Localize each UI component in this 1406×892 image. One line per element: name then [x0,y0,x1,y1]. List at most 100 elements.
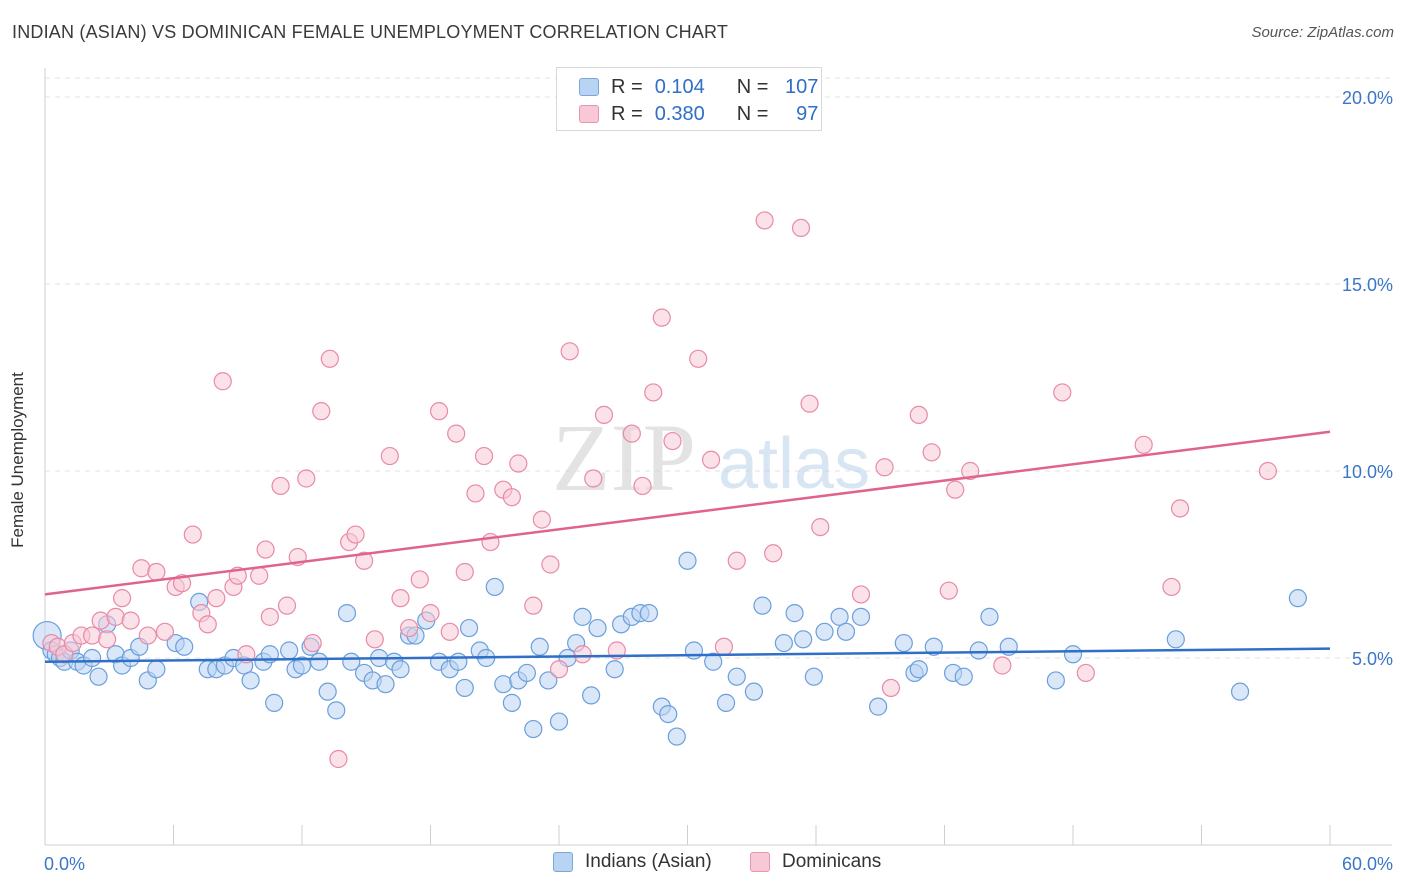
data-point-dominicans [440,622,459,641]
trend-lines [44,430,1331,663]
gridlines [45,77,1392,659]
data-point-dominicans [399,618,419,638]
legend-row-dominicans: R = 0.380 N = 97 [579,102,818,126]
data-point-dominicans [303,633,322,653]
data-point-dominicans [549,660,569,679]
data-point-dominicans [172,574,192,593]
data-point-indians [494,675,513,694]
data-point-indians [980,607,999,626]
data-point-dominicans [727,551,746,570]
data-point-indians [517,663,536,683]
data-point-dominicans [91,611,110,630]
series-dominicans-points [42,211,1277,769]
data-point-indians [89,667,108,686]
data-point-indians [716,693,736,712]
data-point-indians [639,604,659,623]
data-point-indians [744,682,763,701]
data-point-dominicans [213,372,232,391]
data-point-dominicans [714,637,734,656]
data-point-dominicans [260,607,279,626]
data-point-dominicans [132,559,151,578]
data-point-dominicans [993,656,1012,675]
data-point-dominicans [455,562,474,582]
data-point-indians [804,667,823,686]
data-point-indians [485,577,504,597]
data-point-dominicans [909,405,928,424]
data-point-indians [924,637,943,656]
data-point-indians [684,641,704,660]
data-point-indians [894,633,913,653]
data-point-dominicans [663,431,682,451]
data-point-indians [869,697,888,716]
data-point-indians [909,660,928,679]
series-legend-label-indians: Indians (Asian) [585,851,712,872]
data-point-dominicans [207,589,226,608]
series-legend-indians: Indians (Asian) [553,851,712,873]
data-point-indians [794,630,813,649]
y-tick-label: 10.0% [1342,462,1393,482]
data-point-indians [1063,645,1083,664]
data-point-dominicans [183,525,202,544]
legend-r-label: R = [611,102,643,125]
data-point-dominicans [689,349,708,368]
y-tick-label: 20.0% [1342,88,1393,108]
watermark: ZIP atlas [552,404,870,511]
data-point-dominicans [791,218,811,237]
data-point-indians [147,660,166,679]
data-point-dominicans [939,581,958,600]
data-point-indians [292,656,312,675]
data-point-indians [539,671,558,690]
data-point-dominicans [155,622,175,641]
data-point-dominicans [312,402,331,421]
data-point-dominicans [701,450,721,469]
data-point-dominicans [271,476,290,496]
data-point-dominicans [509,454,528,473]
data-point-dominicans [875,458,894,477]
data-point-dominicans [573,645,592,664]
data-point-dominicans [410,570,429,589]
data-point-dominicans [922,443,941,462]
data-point-dominicans [524,596,543,615]
data-point-dominicans [946,480,965,499]
data-point-indians [337,604,357,623]
data-point-dominicans [365,630,384,649]
source-credit: Source: ZipAtlas.com [1251,24,1394,41]
series-legend-swatch-dominicans [750,852,770,872]
legend-swatch-dominicans [579,105,599,123]
data-point-dominicans [112,589,132,608]
x-tick-label-right: 60.0% [1342,854,1393,874]
legend-n-value: 97 [796,102,819,125]
data-point-indians [175,637,194,656]
data-point-dominicans [1170,499,1190,518]
data-point-dominicans [644,383,663,402]
data-point-dominicans [297,469,316,488]
data-point-dominicans [391,589,410,608]
data-point-indians [573,607,592,626]
y-tick-label: 5.0% [1352,649,1393,669]
data-point-indians [459,618,479,638]
tick-labels: 5.0% 10.0% 15.0% 20.0% 0.0% 60.0% [44,88,1393,874]
data-point-dominicans [277,596,297,615]
data-point-dominicans [594,405,614,424]
series-legend: Indians (Asian) Dominicans [0,851,1406,877]
data-point-dominicans [755,211,774,230]
series-legend-swatch-indians [553,852,573,872]
data-point-dominicans [421,604,440,623]
legend-row-indians: R = 0.104 N = 107 [579,75,818,99]
data-point-dominicans [541,555,560,574]
data-point-dominicans [1258,461,1277,481]
data-point-dominicans [447,424,466,443]
data-point-dominicans [800,394,819,413]
data-point-dominicans [622,424,641,443]
data-point-dominicans [121,611,140,630]
data-point-indians [667,727,686,746]
data-point-dominicans [429,402,449,421]
data-point-indians [954,667,973,686]
data-point-indians [704,652,723,671]
legend-r-value: 0.380 [654,102,705,125]
data-point-indians [605,660,624,679]
data-point-indians [753,596,772,615]
data-point-dominicans [1053,383,1072,402]
watermark-zip: ZIP [552,404,696,511]
